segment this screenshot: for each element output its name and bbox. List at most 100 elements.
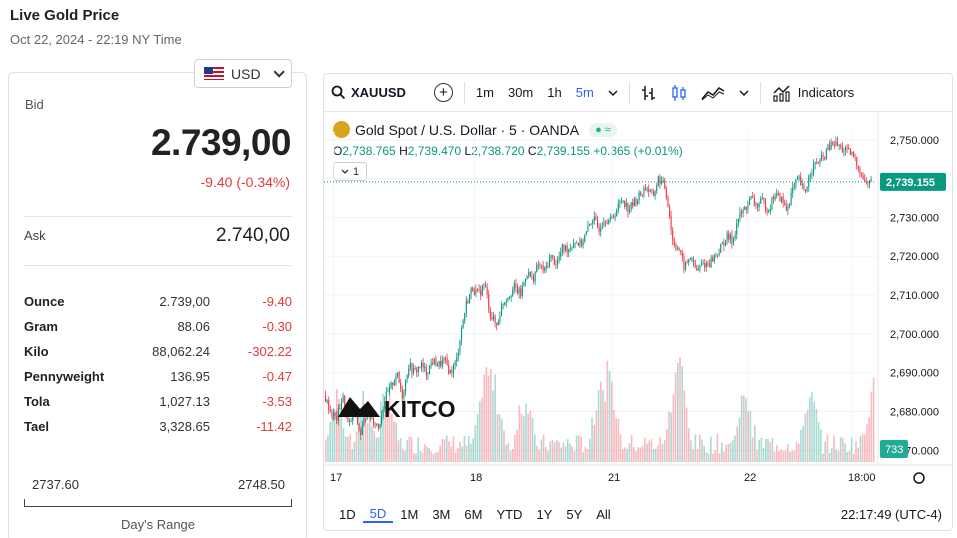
style-dropdown[interactable] bbox=[732, 89, 756, 97]
y-tick-label: 2,750.000 bbox=[890, 135, 939, 147]
candle-body bbox=[560, 252, 562, 257]
compare-button[interactable]: + bbox=[427, 83, 460, 102]
volume-bar bbox=[855, 441, 857, 462]
candle-body bbox=[753, 197, 755, 205]
candle-body bbox=[491, 316, 493, 320]
volume-bar bbox=[549, 441, 551, 462]
volume-bar bbox=[450, 446, 452, 462]
candle-body bbox=[747, 204, 749, 210]
currency-value: USD bbox=[231, 65, 261, 82]
candle-body bbox=[477, 288, 479, 290]
candle-body bbox=[763, 198, 765, 201]
candles-icon bbox=[672, 84, 686, 101]
candle-body bbox=[627, 202, 629, 213]
candle-body bbox=[861, 174, 863, 176]
candle-body bbox=[579, 239, 581, 247]
range-3m[interactable]: 3M bbox=[432, 506, 451, 522]
candle-body bbox=[563, 244, 565, 251]
volume-bar bbox=[446, 435, 448, 462]
range-1y[interactable]: 1Y bbox=[536, 506, 553, 522]
volume-bar bbox=[809, 397, 811, 462]
candle-body bbox=[734, 234, 736, 238]
area-chart-icon bbox=[701, 86, 725, 100]
interval-30m[interactable]: 30m bbox=[507, 85, 534, 100]
candle-body bbox=[681, 252, 683, 257]
candle-body bbox=[347, 414, 349, 422]
market-status-badge[interactable]: ● ≈ bbox=[589, 122, 617, 137]
gear-icon[interactable] bbox=[913, 472, 925, 484]
volume-bar bbox=[868, 416, 870, 462]
y-tick-label: 2,710.000 bbox=[890, 290, 939, 302]
candle-style-button[interactable] bbox=[664, 84, 694, 102]
volume-bar bbox=[476, 414, 479, 462]
candle-body bbox=[409, 363, 411, 369]
interval-5m[interactable]: 5m bbox=[575, 85, 594, 100]
ask-price: 2.740,00 bbox=[216, 225, 290, 246]
candle-body bbox=[606, 222, 608, 224]
candle-body bbox=[342, 395, 344, 402]
candle-body bbox=[552, 255, 554, 257]
range-all[interactable]: All bbox=[596, 506, 611, 522]
candle-body bbox=[661, 180, 663, 184]
bar-style-button[interactable] bbox=[634, 84, 664, 102]
candle-body bbox=[835, 141, 837, 146]
volume-bar bbox=[690, 440, 692, 462]
candle-body bbox=[621, 201, 623, 202]
symbol-search[interactable]: XAUUSD bbox=[324, 85, 413, 100]
range-ytd[interactable]: YTD bbox=[496, 506, 523, 522]
range-1m[interactable]: 1M bbox=[400, 506, 419, 522]
candle-body bbox=[821, 155, 823, 160]
candle-body bbox=[422, 362, 424, 368]
volume-bar bbox=[745, 398, 747, 462]
chart-widget: XAUUSD + 1m 30m 1h 5m Indicators bbox=[323, 73, 953, 531]
indicators-button[interactable]: Indicators bbox=[765, 84, 861, 102]
range-5d[interactable]: 5D bbox=[362, 506, 394, 523]
volume-bar bbox=[575, 435, 578, 462]
price-chart[interactable]: 2,750.0002,740.0002,730.0002,720.0002,71… bbox=[324, 112, 952, 500]
candle-body bbox=[603, 221, 605, 227]
volume-bar bbox=[857, 447, 859, 462]
chart-clock[interactable]: 22:17:49 (UTC-4) bbox=[840, 506, 942, 522]
candle-body bbox=[736, 223, 738, 235]
candle-body bbox=[697, 269, 699, 271]
volume-bar bbox=[448, 441, 450, 462]
range-6m[interactable]: 6M bbox=[464, 506, 483, 522]
candle-body bbox=[406, 375, 408, 380]
unit-row-pennyweight: Pennyweight 136.95 -0.47 bbox=[24, 364, 292, 389]
unit-change: -3.53 bbox=[262, 394, 292, 409]
volume-bar bbox=[525, 403, 527, 462]
range-1d[interactable]: 1D bbox=[339, 506, 356, 522]
candle-body bbox=[585, 231, 587, 235]
candle-body bbox=[768, 211, 770, 213]
candle-body bbox=[694, 260, 696, 268]
currency-select[interactable]: USD bbox=[194, 59, 292, 88]
candle-body bbox=[656, 185, 658, 192]
candle-body bbox=[558, 256, 560, 261]
volume-bar bbox=[776, 445, 778, 462]
volume-bar bbox=[648, 440, 650, 462]
candle-body bbox=[470, 287, 472, 295]
candle-body bbox=[870, 179, 872, 181]
interval-1h[interactable]: 1h bbox=[547, 85, 562, 100]
area-style-button[interactable] bbox=[694, 85, 732, 101]
candle-body bbox=[565, 245, 567, 251]
candle-body bbox=[833, 145, 835, 146]
range-5y[interactable]: 5Y bbox=[566, 506, 583, 522]
candle-body bbox=[573, 243, 575, 248]
volume-bar bbox=[377, 436, 380, 462]
candle-body bbox=[403, 392, 405, 399]
volume-bar bbox=[780, 448, 782, 462]
candle-body bbox=[635, 198, 637, 205]
interval-dropdown[interactable] bbox=[601, 89, 625, 97]
volume-bar bbox=[593, 424, 595, 462]
volume-bar bbox=[740, 395, 743, 462]
unit-change: -0.47 bbox=[262, 369, 292, 384]
candle-body bbox=[445, 358, 447, 360]
candle-body bbox=[862, 175, 864, 180]
interval-1m[interactable]: 1m bbox=[475, 85, 494, 100]
volume-bar bbox=[628, 443, 631, 462]
volume-bar bbox=[866, 424, 868, 462]
volume-bar bbox=[602, 390, 604, 462]
volume-bar bbox=[490, 369, 492, 462]
volume-bar bbox=[762, 448, 765, 462]
